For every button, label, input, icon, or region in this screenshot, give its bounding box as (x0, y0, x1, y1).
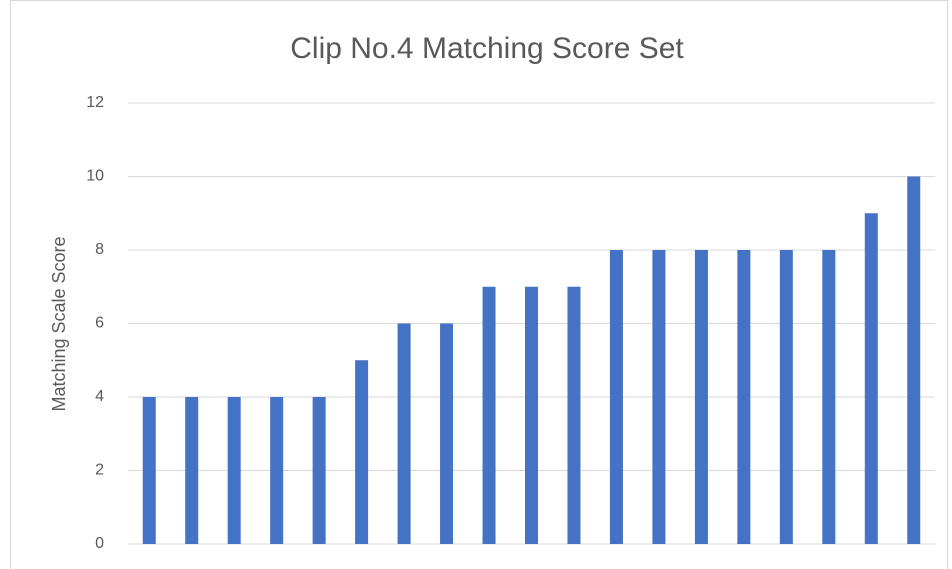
bar (185, 397, 199, 544)
bar (440, 323, 454, 544)
bar (864, 213, 878, 544)
bar (397, 323, 411, 544)
bar (694, 250, 708, 544)
bar (907, 176, 921, 544)
y-tick-label: 0 (95, 535, 104, 552)
y-tick-label: 10 (86, 168, 104, 185)
y-tick-label: 8 (95, 241, 104, 258)
bar (525, 286, 538, 544)
y-tick-label: 6 (95, 315, 104, 332)
y-tick-label: 2 (95, 462, 104, 479)
chart-title: Clip No.4 Matching Score Set (290, 32, 684, 65)
bar (270, 397, 284, 544)
bar (779, 250, 793, 544)
bar (737, 250, 751, 544)
bar (312, 397, 326, 544)
bar (355, 360, 369, 544)
bar (822, 250, 836, 544)
bar (567, 286, 581, 544)
y-tick-label: 4 (95, 388, 104, 405)
bar (609, 250, 623, 544)
bar (482, 286, 496, 544)
bar (652, 250, 666, 544)
bar (227, 397, 241, 544)
y-tick-label: 12 (86, 94, 104, 111)
y-axis-title: Matching Scale Score (49, 236, 69, 411)
bar (142, 397, 156, 544)
